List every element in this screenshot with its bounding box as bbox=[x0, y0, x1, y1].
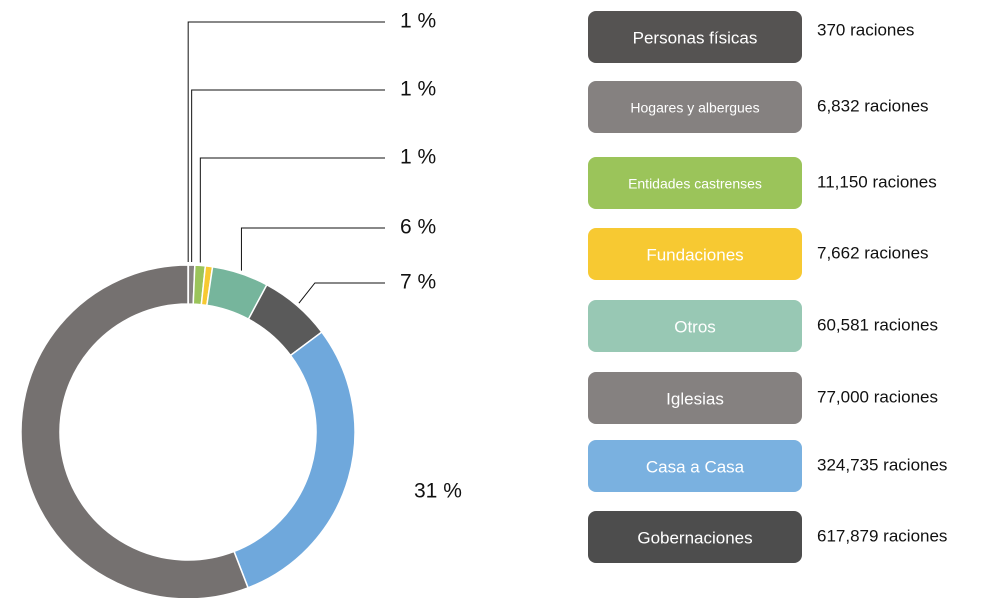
percent-label: 1 % bbox=[400, 78, 436, 101]
legend-button bbox=[588, 440, 802, 492]
legend-value: 324,735 raciones bbox=[817, 455, 947, 474]
legend-label: Iglesias bbox=[666, 389, 724, 408]
legend-button bbox=[588, 511, 802, 563]
legend-button bbox=[588, 81, 802, 133]
legend-value: 11,150 raciones bbox=[817, 172, 937, 191]
legend-value: 6,832 raciones bbox=[817, 96, 929, 115]
leader-line bbox=[191, 89, 385, 263]
legend-value: 60,581 raciones bbox=[817, 315, 938, 334]
legend-label: Personas físicas bbox=[633, 28, 758, 47]
legend-value: 617,879 raciones bbox=[817, 526, 947, 545]
percent-label: 1 % bbox=[400, 10, 436, 33]
donut-segment bbox=[233, 331, 356, 589]
legend-label: Otros bbox=[674, 317, 716, 336]
leader-line bbox=[240, 227, 385, 271]
legend-button bbox=[588, 11, 802, 63]
legend-button bbox=[588, 300, 802, 352]
legend-value: 77,000 raciones bbox=[817, 387, 938, 406]
legend-button bbox=[588, 157, 802, 209]
percent-label: 1 % bbox=[400, 146, 436, 169]
leader-line bbox=[199, 157, 385, 263]
legend-label: Gobernaciones bbox=[637, 528, 752, 547]
legend-label: Casa a Casa bbox=[646, 457, 745, 476]
legend-label: Fundaciones bbox=[646, 245, 743, 264]
legend-value: 370 raciones bbox=[817, 20, 914, 39]
percent-label: 7 % bbox=[400, 271, 436, 294]
legend-button bbox=[588, 372, 802, 424]
legend-button bbox=[588, 228, 802, 280]
leader-line bbox=[187, 21, 385, 263]
percent-label: 31 % bbox=[414, 480, 462, 503]
legend-value: 7,662 raciones bbox=[817, 243, 929, 262]
percent-label: 6 % bbox=[400, 216, 436, 239]
leader-line bbox=[298, 282, 385, 304]
legend-label: Entidades castrenses bbox=[628, 176, 762, 192]
donut-segment bbox=[20, 264, 250, 598]
legend-label: Hogares y albergues bbox=[630, 100, 759, 116]
